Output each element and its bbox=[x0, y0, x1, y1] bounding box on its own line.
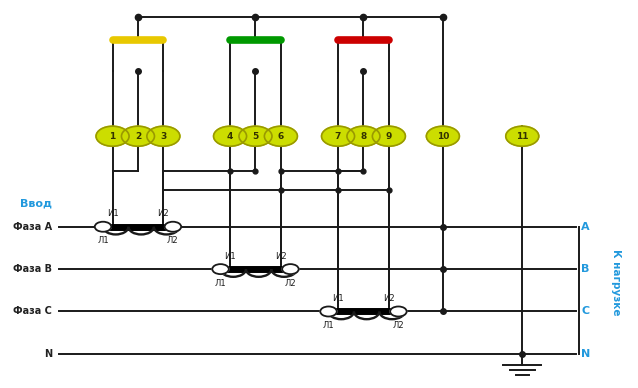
Circle shape bbox=[426, 126, 459, 146]
Text: И1: И1 bbox=[332, 294, 344, 303]
Circle shape bbox=[212, 264, 229, 274]
Circle shape bbox=[264, 126, 297, 146]
Text: И1: И1 bbox=[224, 252, 236, 261]
Text: 10: 10 bbox=[436, 132, 449, 141]
Text: 2: 2 bbox=[135, 132, 141, 141]
Text: 8: 8 bbox=[360, 132, 367, 141]
Text: Ввод: Ввод bbox=[20, 199, 52, 209]
Circle shape bbox=[147, 126, 180, 146]
Text: А: А bbox=[581, 222, 590, 232]
Text: Л2: Л2 bbox=[392, 321, 404, 330]
Text: В: В bbox=[581, 264, 590, 274]
Circle shape bbox=[373, 126, 405, 146]
Circle shape bbox=[322, 126, 355, 146]
Text: 6: 6 bbox=[278, 132, 284, 141]
Circle shape bbox=[347, 126, 380, 146]
Text: 1: 1 bbox=[110, 132, 115, 141]
Circle shape bbox=[121, 126, 154, 146]
Circle shape bbox=[320, 307, 337, 317]
Text: Л1: Л1 bbox=[323, 321, 334, 330]
Text: N: N bbox=[44, 349, 52, 359]
Circle shape bbox=[95, 222, 111, 232]
Circle shape bbox=[239, 126, 272, 146]
Text: Л2: Л2 bbox=[285, 279, 296, 288]
Text: Фаза С: Фаза С bbox=[13, 307, 52, 317]
Circle shape bbox=[282, 264, 299, 274]
Text: 9: 9 bbox=[386, 132, 392, 141]
Text: 4: 4 bbox=[227, 132, 234, 141]
Circle shape bbox=[165, 222, 181, 232]
Text: И2: И2 bbox=[158, 209, 169, 218]
Text: 11: 11 bbox=[516, 132, 528, 141]
Circle shape bbox=[506, 126, 538, 146]
Text: С: С bbox=[581, 307, 590, 317]
Text: Фаза В: Фаза В bbox=[13, 264, 52, 274]
Circle shape bbox=[96, 126, 129, 146]
Text: N: N bbox=[581, 349, 591, 359]
Circle shape bbox=[390, 307, 406, 317]
Text: Л1: Л1 bbox=[97, 236, 109, 245]
Text: Л2: Л2 bbox=[167, 236, 179, 245]
Text: И1: И1 bbox=[107, 209, 119, 218]
Text: И2: И2 bbox=[275, 252, 286, 261]
Text: И2: И2 bbox=[383, 294, 395, 303]
Text: Фаза А: Фаза А bbox=[13, 222, 52, 232]
Text: 5: 5 bbox=[253, 132, 258, 141]
Text: К нагрузке: К нагрузке bbox=[611, 249, 621, 316]
Text: 7: 7 bbox=[335, 132, 341, 141]
Text: Л1: Л1 bbox=[215, 279, 226, 288]
Circle shape bbox=[214, 126, 246, 146]
Text: 3: 3 bbox=[160, 132, 167, 141]
